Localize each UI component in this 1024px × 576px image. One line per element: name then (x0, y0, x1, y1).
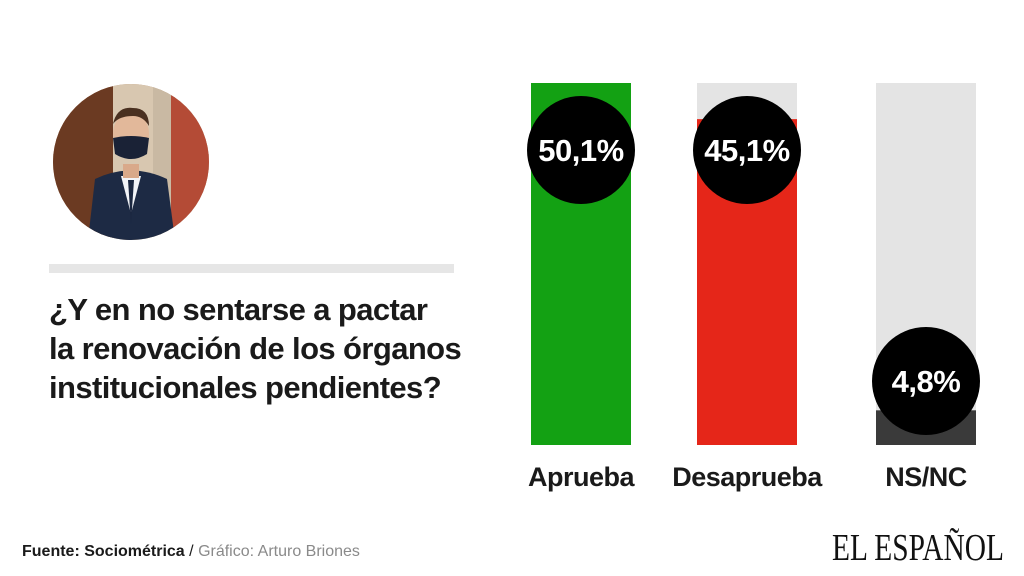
source-label: Fuente: Sociométrica (22, 543, 185, 560)
el-espanol-logo: EL ESPAÑOL (832, 527, 1004, 568)
logo-text: EL ESPAÑOL (832, 527, 1004, 568)
question-line-2: la renovación de los órganos (49, 331, 462, 366)
category-label-aprueba: Aprueba (528, 462, 636, 492)
value-bubble-desaprueba (693, 96, 801, 204)
value-label-ns-nc: 4,8% (892, 364, 961, 399)
value-bubble-ns-nc (872, 327, 980, 435)
question-line-1: ¿Y en no sentarse a pactar (49, 292, 428, 327)
category-label-ns-nc: NS/NC (885, 462, 967, 492)
divider-bar (49, 264, 454, 273)
question-text: ¿Y en no sentarse a pactar la renovación… (49, 290, 469, 407)
question-line-3: institucionales pendientes? (49, 370, 442, 405)
source-credit: Fuente: Sociométrica / Gráfico: Arturo B… (22, 543, 360, 561)
value-label-desaprueba: 45,1% (704, 133, 789, 168)
category-label-desaprueba: Desaprueba (672, 462, 823, 492)
graphic-credit: Gráfico: Arturo Briones (198, 543, 360, 560)
value-label-aprueba: 50,1% (538, 133, 623, 168)
source-separator: / (189, 543, 194, 560)
value-bubble-aprueba (527, 96, 635, 204)
